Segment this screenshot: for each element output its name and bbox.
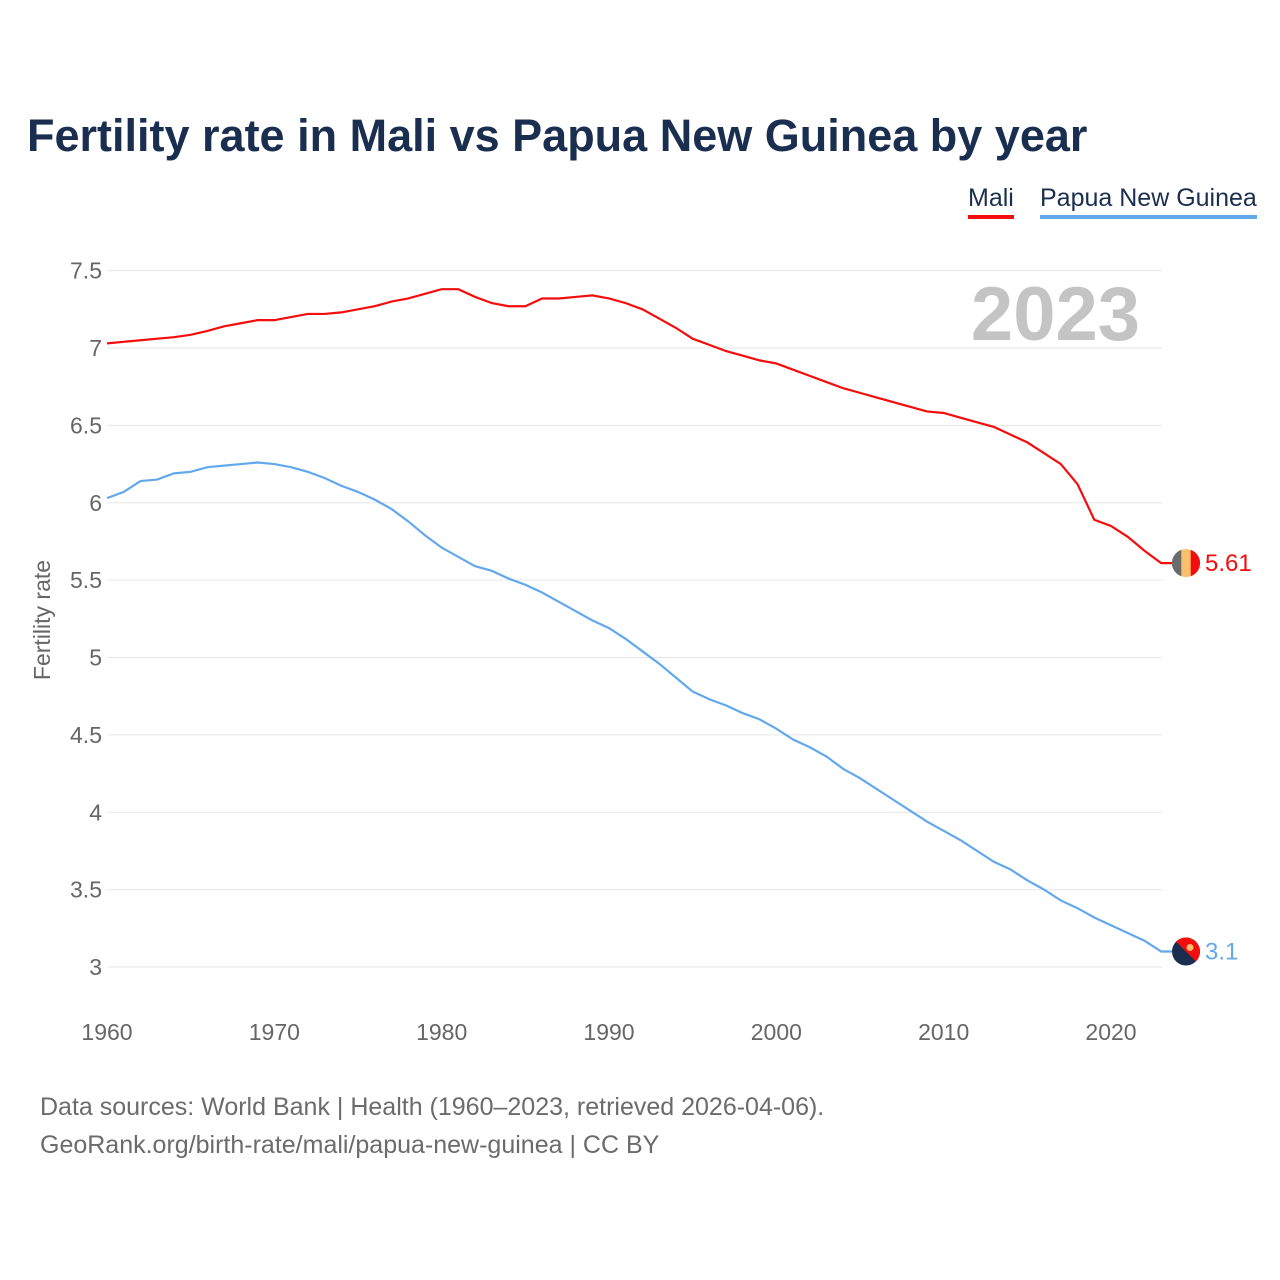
y-tick-label: 7 [89,335,102,361]
series-line-papua-new-guinea [106,461,1172,953]
legend-papua-new-guinea[interactable]: Papua New Guinea [1040,184,1257,219]
y-tick-label: 5 [89,645,102,671]
year-label: 2023 [971,272,1140,357]
y-tick-label: 6 [89,490,102,516]
flag-stripe [1171,549,1182,577]
end-value-label: 3.1 [1205,939,1238,966]
y-tick-label: 5.5 [70,567,102,593]
flag-stripe [1190,549,1201,577]
y-tick-label: 6.5 [70,412,102,438]
end-value-label: 5.61 [1205,550,1252,577]
source-link[interactable]: GeoRank.org/birth-rate/mali/papua-new-gu… [40,1131,660,1159]
x-tick-label: 1960 [81,1019,132,1045]
x-tick-label: 2000 [751,1019,802,1045]
x-tick-label: 2020 [1085,1019,1136,1045]
y-tick-label: 4.5 [70,722,102,748]
y-tick-label: 4 [89,799,102,825]
x-tick-label: 1990 [583,1019,634,1045]
x-tick-label: 2010 [918,1019,969,1045]
bird-of-paradise-icon [1186,944,1194,952]
y-axis-label: Fertility rate [29,560,55,680]
y-tick-label: 3 [89,954,102,980]
footer: Data sources: World Bank | Health (1960–… [40,1088,824,1164]
x-tick-label: 1980 [416,1019,467,1045]
y-tick-label: 7.5 [70,258,102,284]
source-text: Data sources: World Bank | Health (1960–… [40,1093,825,1121]
chart-title: Fertility rate in Mali vs Papua New Guin… [27,110,1088,161]
legend-mali[interactable]: Mali [968,184,1014,219]
y-tick-label: 3.5 [70,877,102,903]
x-tick-label: 1970 [249,1019,300,1045]
series-line-mali [106,288,1172,565]
